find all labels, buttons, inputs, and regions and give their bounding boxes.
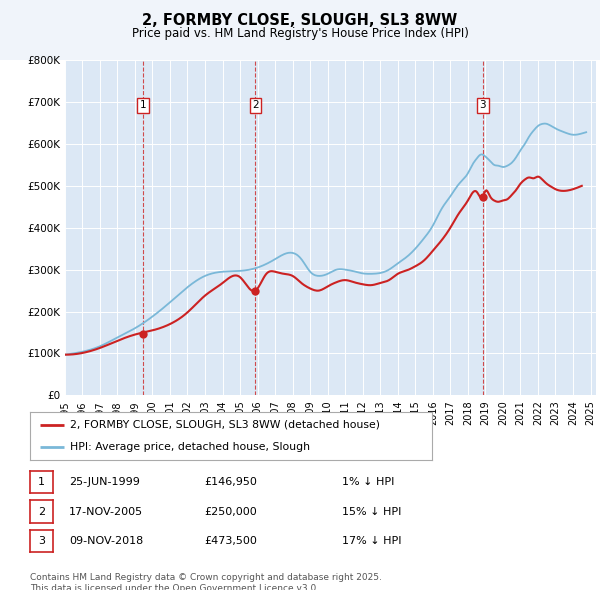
Text: £250,000: £250,000 (204, 507, 257, 516)
Text: 3: 3 (479, 100, 486, 110)
Text: 09-NOV-2018: 09-NOV-2018 (69, 536, 143, 546)
Text: 2: 2 (38, 507, 45, 516)
Text: 1% ↓ HPI: 1% ↓ HPI (342, 477, 394, 487)
Text: Price paid vs. HM Land Registry's House Price Index (HPI): Price paid vs. HM Land Registry's House … (131, 27, 469, 40)
Text: 2: 2 (252, 100, 259, 110)
Text: 3: 3 (38, 536, 45, 546)
Text: 15% ↓ HPI: 15% ↓ HPI (342, 507, 401, 516)
Text: 2, FORMBY CLOSE, SLOUGH, SL3 8WW: 2, FORMBY CLOSE, SLOUGH, SL3 8WW (142, 13, 458, 28)
Text: 25-JUN-1999: 25-JUN-1999 (69, 477, 140, 487)
Text: £146,950: £146,950 (204, 477, 257, 487)
Text: 2, FORMBY CLOSE, SLOUGH, SL3 8WW (detached house): 2, FORMBY CLOSE, SLOUGH, SL3 8WW (detach… (70, 420, 380, 430)
Text: Contains HM Land Registry data © Crown copyright and database right 2025.
This d: Contains HM Land Registry data © Crown c… (30, 573, 382, 590)
Text: 1: 1 (38, 477, 45, 487)
Text: HPI: Average price, detached house, Slough: HPI: Average price, detached house, Slou… (70, 442, 310, 452)
Text: 17% ↓ HPI: 17% ↓ HPI (342, 536, 401, 546)
Text: £473,500: £473,500 (204, 536, 257, 546)
Text: 1: 1 (140, 100, 146, 110)
Text: 17-NOV-2005: 17-NOV-2005 (69, 507, 143, 516)
